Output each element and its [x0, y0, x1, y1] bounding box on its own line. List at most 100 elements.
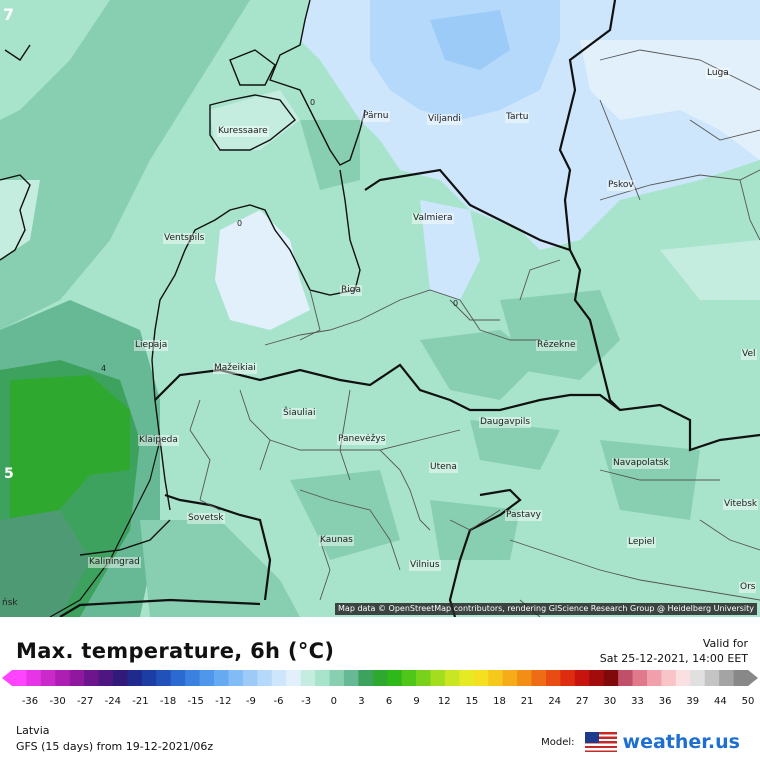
city-label[interactable]: Navapolatsk: [612, 458, 670, 469]
color-scale-cell: [632, 670, 648, 686]
color-scale-cell: [675, 670, 691, 686]
color-scale-cell: [574, 670, 590, 686]
color-scale-cell: [517, 670, 533, 686]
color-scale-tick-label: 3: [358, 696, 365, 707]
color-scale-cell: [733, 670, 749, 686]
color-scale-tick-label: 0: [330, 696, 337, 707]
model-run: GFS (15 days) from 19-12-2021/06z: [16, 740, 214, 753]
color-scale-cell: [315, 670, 330, 686]
valid-time: Sat 25-12-2021, 14:00 EET: [599, 652, 748, 665]
color-scale-cell: [170, 670, 186, 686]
city-label[interactable]: Valmiera: [412, 213, 454, 224]
city-label[interactable]: Luga: [706, 68, 730, 79]
city-label[interactable]: Kaliningrad: [88, 557, 141, 568]
region-name: Latvia: [16, 724, 50, 737]
color-scale-cell: [661, 670, 677, 686]
color-scale-cell: [372, 670, 388, 686]
brand-logo[interactable]: Model: weather.us: [541, 730, 740, 754]
edge-value-label: 7: [3, 5, 15, 24]
city-label[interactable]: Pastavy: [505, 510, 542, 521]
city-label[interactable]: Vilnius: [409, 560, 441, 571]
color-scale-tick-label: 33: [631, 696, 644, 707]
color-scale-cell: [329, 670, 345, 686]
model-label: Model:: [541, 736, 575, 748]
city-label[interactable]: Kaunas: [319, 535, 354, 546]
color-scale-tick-label: -30: [49, 696, 66, 707]
city-label[interactable]: Klaipeda: [138, 435, 179, 446]
city-label[interactable]: Viljandi: [427, 114, 462, 125]
color-scale-cell: [55, 670, 71, 686]
valid-time-block: Valid for Sat 25-12-2021, 14:00 EET: [600, 636, 748, 666]
color-scale-tick-label: -21: [132, 696, 149, 707]
color-scale-cell: [26, 670, 42, 686]
color-scale-tick-label: -12: [215, 696, 232, 707]
legend-panel: Max. temperature, 6h (°C) Valid for Sat …: [0, 617, 760, 760]
city-label[interactable]: Šiauliai: [282, 408, 317, 419]
color-scale-cell: [199, 670, 215, 686]
color-scale-cell: [69, 670, 85, 686]
color-scale-tick-label: 12: [437, 696, 451, 707]
color-scale-cell: [12, 670, 27, 686]
color-scale-tick-label: -27: [77, 696, 94, 707]
isoline-label: 4: [101, 364, 107, 373]
color-scale-cell: [156, 670, 172, 686]
color-scale-cell: [603, 670, 619, 686]
city-label[interactable]: Ventspils: [163, 233, 206, 244]
city-label[interactable]: Panevėžys: [337, 434, 387, 445]
color-scale-tick-label: 27: [575, 696, 589, 707]
color-scale-cell: [84, 670, 100, 686]
city-label[interactable]: Ors: [739, 582, 757, 593]
color-scale-tick-label: 15: [465, 696, 479, 707]
city-label[interactable]: Pärnu: [362, 111, 390, 122]
city-label[interactable]: Pskov: [607, 180, 635, 191]
color-scale-bar: [2, 670, 758, 686]
color-scale-tick-label: -15: [187, 696, 204, 707]
color-scale-cell: [488, 670, 504, 686]
color-scale-tick-label: 39: [686, 696, 700, 707]
weather-map[interactable]: 7 5 ńsk 0 0 0 4 Pärnu Viljandi Tartu Lug…: [0, 0, 760, 617]
city-label[interactable]: Utena: [429, 462, 458, 473]
color-scale-cell: [401, 670, 417, 686]
city-label[interactable]: Liepaja: [134, 340, 169, 351]
color-scale-cell: [387, 670, 403, 686]
city-label[interactable]: Vel: [741, 349, 757, 360]
color-scale-tick-label: -36: [21, 696, 39, 707]
color-scale-tick-label: 36: [658, 696, 672, 707]
color-scale-cell: [141, 670, 157, 686]
color-scale-tick-label: -18: [159, 696, 177, 707]
city-label[interactable]: Rēzekne: [536, 340, 577, 351]
city-label[interactable]: Kuressaare: [217, 126, 269, 137]
city-label[interactable]: Vitebsk: [723, 499, 759, 510]
color-scale-tick-label: -6: [273, 696, 284, 707]
city-label[interactable]: Lepiel: [627, 537, 656, 548]
valid-for-label: Valid for: [702, 637, 748, 650]
city-label[interactable]: Sovetsk: [187, 513, 225, 524]
color-scale-arrow-right: [748, 670, 758, 686]
color-scale-cell: [531, 670, 547, 686]
color-scale-cell: [98, 670, 114, 686]
color-scale-cell: [459, 670, 475, 686]
color-scale-cell: [704, 670, 720, 686]
color-scale-cell: [286, 670, 302, 686]
color-scale-cell: [127, 670, 143, 686]
color-scale-tick-label: 21: [520, 696, 534, 707]
color-scale-tick-label: -9: [245, 696, 256, 707]
map-title: Max. temperature, 6h (°C): [16, 639, 335, 663]
color-scale-cell: [502, 670, 518, 686]
brand-name[interactable]: weather.us: [622, 731, 740, 753]
color-scale-cell: [40, 670, 56, 686]
color-scale-tick-label: 44: [714, 696, 727, 707]
color-scale-cell: [358, 670, 374, 686]
color-scale-cell: [242, 670, 258, 686]
color-scale-cell: [618, 670, 634, 686]
city-label[interactable]: Mažeikiai: [213, 363, 257, 374]
color-scale-tick-label: 50: [741, 696, 755, 707]
city-label[interactable]: Daugavpils: [479, 417, 532, 428]
color-scale-cell: [444, 670, 460, 686]
color-scale-cell: [416, 670, 432, 686]
us-flag-icon: [584, 732, 617, 752]
city-label[interactable]: Riga: [340, 285, 362, 296]
city-label[interactable]: Tartu: [505, 112, 530, 123]
color-scale-tick-label: -3: [301, 696, 312, 707]
color-scale-arrow-left: [2, 670, 12, 686]
